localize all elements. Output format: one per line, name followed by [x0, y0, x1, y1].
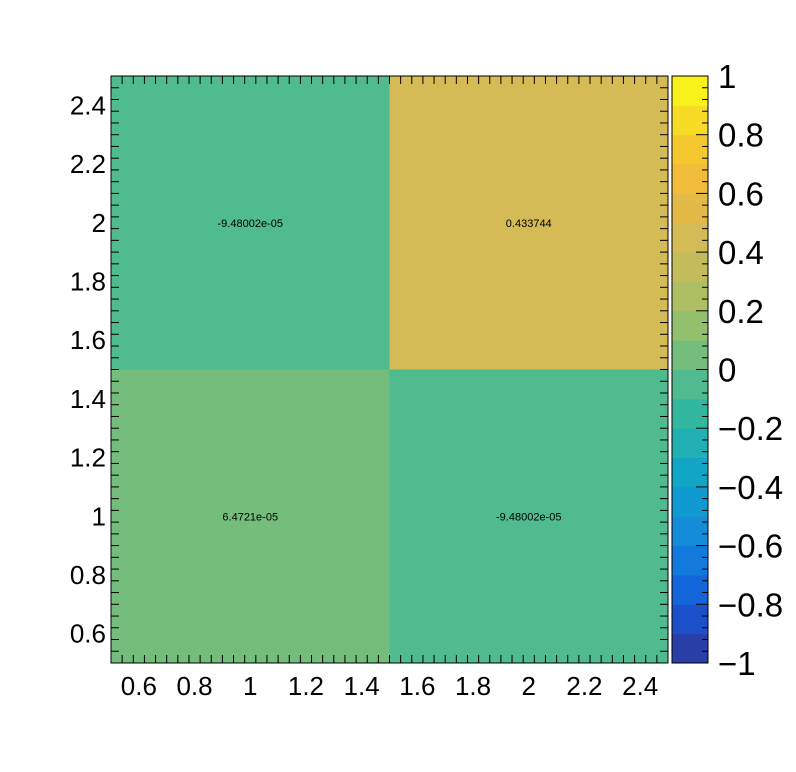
- color-scale-segment: [672, 340, 708, 370]
- color-scale-label: −0.4: [718, 469, 783, 506]
- color-scale-segment: [672, 193, 708, 224]
- x-tick-label: 1.2: [288, 671, 324, 701]
- heatmap-cells: [111, 76, 668, 663]
- cell-value-label: 0.433744: [506, 218, 552, 230]
- color-scale-segment: [672, 545, 708, 576]
- color-scale-label: 1: [718, 58, 736, 95]
- cell-value-label: 6.4721e-05: [222, 511, 278, 523]
- color-scale-segment: [672, 516, 708, 547]
- color-scale-label: 0.4: [718, 234, 764, 271]
- color-scale-segment: [672, 457, 708, 488]
- x-tick-label: 1.8: [455, 671, 491, 701]
- heatmap-cell: [111, 76, 390, 370]
- color-scale-segment: [672, 222, 708, 253]
- cell-value-label: -9.48002e-05: [496, 511, 561, 523]
- x-tick-label: 2: [522, 671, 536, 701]
- color-scale-label: −0.2: [718, 410, 783, 447]
- color-scale-segment: [672, 252, 708, 282]
- color-scale-segment: [672, 164, 708, 194]
- color-scale-segment: [672, 76, 708, 106]
- heatmap-cell: [389, 76, 668, 370]
- heatmap-cell: [389, 369, 668, 663]
- x-tick-label: 1: [243, 671, 257, 701]
- color-scale-segment: [672, 486, 708, 517]
- color-scale-label: −0.6: [718, 528, 783, 565]
- y-tick-label: 0.6: [70, 619, 106, 649]
- color-scale-segment: [672, 604, 708, 635]
- x-tick-label: 1.4: [344, 671, 380, 701]
- color-scale-segment: [672, 134, 708, 165]
- color-scale-segment: [672, 105, 708, 136]
- x-tick-label: 2.2: [566, 671, 602, 701]
- color-scale-segment: [672, 428, 708, 459]
- color-scale-segment: [672, 281, 708, 312]
- color-scale-segment: [672, 633, 708, 664]
- y-tick-label: 1.8: [70, 266, 106, 296]
- color-scale-label: 0: [718, 352, 736, 389]
- color-scale-segment: [672, 369, 708, 400]
- heatmap-cell-labels: 6.4721e-05 -9.48002e-05 -9.48002e-05 0.4337…: [218, 218, 562, 524]
- cell-value-label: -9.48002e-05: [218, 218, 283, 230]
- axes: 0.6 0.8 1 1.2 1.4 1.6 1.8 2 2.2 2.4 0.6 0.8 1 1.2 1.4 1…: [70, 75, 669, 701]
- y-tick-label: 1: [92, 501, 106, 531]
- y-tick-label: 2.2: [70, 149, 106, 179]
- x-tick-label: 0.6: [121, 671, 157, 701]
- color-scale-segment: [672, 310, 708, 341]
- color-scale-segment: [672, 398, 708, 429]
- x-tick-label: 0.8: [176, 671, 212, 701]
- y-tick-label: 1.4: [70, 384, 106, 414]
- y-tick-label: 1.6: [70, 325, 106, 355]
- color-scale-bar: 1 0.8 0.6 0.4 0.2 0 −0.2 −0.4 −0.6 −0.8 −1: [671, 58, 783, 682]
- color-scale-label: 0.6: [718, 175, 764, 212]
- heatmap-cell: [111, 369, 390, 663]
- color-scale-label: −1: [718, 645, 756, 682]
- y-tick-label: 2: [92, 208, 106, 238]
- y-tick-label: 1.2: [70, 443, 106, 473]
- color-scale-label: 0.2: [718, 293, 764, 330]
- x-tick-label: 2.4: [622, 671, 658, 701]
- color-scale-label: 0.8: [718, 117, 764, 154]
- color-scale-label: −0.8: [718, 586, 783, 623]
- color-scale-segment: [672, 574, 708, 605]
- x-tick-label: 1.6: [399, 671, 435, 701]
- y-tick-label: 0.8: [70, 560, 106, 590]
- y-tick-label: 2.4: [70, 90, 106, 120]
